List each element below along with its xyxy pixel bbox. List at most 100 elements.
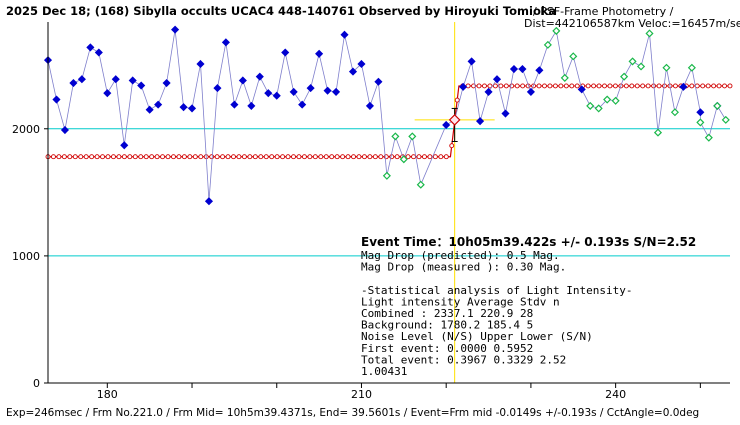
observed-point	[365, 101, 374, 110]
observed-point	[306, 84, 315, 93]
model-point	[291, 154, 296, 160]
info-line: Mag Drop (predicted): 0.5 Mag.	[361, 249, 560, 262]
model-point	[356, 154, 362, 160]
model-point	[591, 83, 597, 89]
info-line: Combined : 2337.1 220.9 28	[361, 307, 533, 320]
series-connector-line	[47, 29, 727, 202]
occultation-point	[543, 40, 552, 49]
observed-point	[204, 197, 214, 206]
model-point	[192, 154, 198, 160]
observed-point	[289, 87, 298, 96]
occultation-point	[636, 62, 646, 71]
occultation-point	[594, 104, 603, 113]
observed-point	[298, 100, 307, 109]
x-tick-label-180: 180	[97, 388, 118, 401]
model-point	[312, 154, 318, 160]
occultation-point	[713, 101, 722, 110]
model-point	[51, 154, 56, 160]
model-point	[536, 83, 542, 89]
observed-point	[315, 49, 324, 58]
model-point	[640, 83, 646, 89]
observed-point	[213, 84, 222, 93]
model-point	[656, 83, 662, 89]
observed-point	[340, 30, 349, 39]
occultation-point	[653, 128, 663, 137]
model-point	[367, 154, 373, 160]
model-point	[629, 83, 635, 89]
observed-point	[171, 25, 180, 34]
model-point	[492, 83, 498, 89]
observed-point	[94, 48, 103, 57]
model-point	[596, 83, 602, 89]
data-series	[43, 25, 730, 206]
model-point	[465, 83, 471, 89]
info-line: Total event: 0.3967 0.3329 2.52	[361, 353, 566, 366]
model-point	[454, 97, 460, 103]
observed-point	[492, 75, 502, 84]
statistics-info-box: Event Time：10h05m39.422s +/- 0.193s S/N=…	[361, 235, 696, 378]
model-point	[296, 154, 302, 160]
model-point	[411, 154, 417, 160]
model-point	[220, 154, 226, 160]
model-point	[700, 83, 706, 89]
observed-point	[247, 101, 256, 110]
info-line: First event: 0.0000 0.5952	[361, 342, 533, 355]
model-point	[449, 143, 455, 149]
occultation-point	[408, 132, 417, 141]
model-point	[323, 154, 329, 160]
model-point	[138, 154, 144, 160]
model-point	[100, 154, 106, 160]
model-point	[476, 83, 482, 89]
observed-point	[69, 78, 78, 88]
model-point	[241, 154, 247, 160]
observed-point	[255, 72, 264, 81]
occultation-point	[670, 108, 679, 117]
model-point	[165, 154, 171, 160]
y-tick-label-0: 0	[33, 377, 40, 390]
model-point	[727, 83, 733, 89]
observed-point	[145, 105, 154, 114]
model-point	[705, 83, 711, 89]
model-point	[78, 154, 84, 160]
observed-point	[111, 75, 120, 84]
occultation-point	[687, 63, 696, 72]
model-point	[422, 154, 427, 160]
occultation-point	[399, 155, 408, 164]
model-point	[340, 154, 346, 160]
model-point	[89, 154, 95, 160]
model-point	[372, 154, 378, 160]
y-tick-label-1000: 1000	[12, 250, 40, 263]
model-point	[83, 154, 89, 160]
chart-title: 2025 Dec 18; (168) Sibylla occults UCAC4…	[6, 4, 556, 18]
model-point	[94, 154, 100, 160]
observed-point	[281, 48, 290, 57]
model-point	[503, 83, 509, 89]
observed-point	[348, 67, 358, 76]
model-point	[56, 154, 62, 160]
model-point	[105, 154, 111, 160]
model-point	[612, 83, 618, 89]
model-point	[645, 83, 651, 89]
model-point	[361, 154, 367, 160]
observed-point	[137, 81, 146, 90]
observed-point	[535, 66, 544, 75]
observed-point	[526, 87, 535, 96]
model-point	[285, 154, 291, 160]
occultation-point	[721, 115, 730, 124]
model-point	[443, 154, 449, 160]
occultation-point	[611, 96, 620, 105]
observed-point	[179, 103, 188, 112]
model-point	[121, 154, 127, 160]
model-point	[378, 154, 384, 160]
plot-area: 0 1000 2000 180 210 240	[12, 22, 733, 401]
observed-point	[230, 100, 239, 109]
model-point	[171, 154, 176, 160]
model-point	[574, 83, 580, 89]
distance-velocity-label: Dist=442106587km Veloc:=16457m/sec	[524, 17, 740, 30]
model-point	[181, 154, 187, 160]
model-point	[498, 83, 504, 89]
observed-point	[332, 87, 341, 96]
model-point	[149, 154, 155, 160]
observed-point	[52, 95, 61, 104]
